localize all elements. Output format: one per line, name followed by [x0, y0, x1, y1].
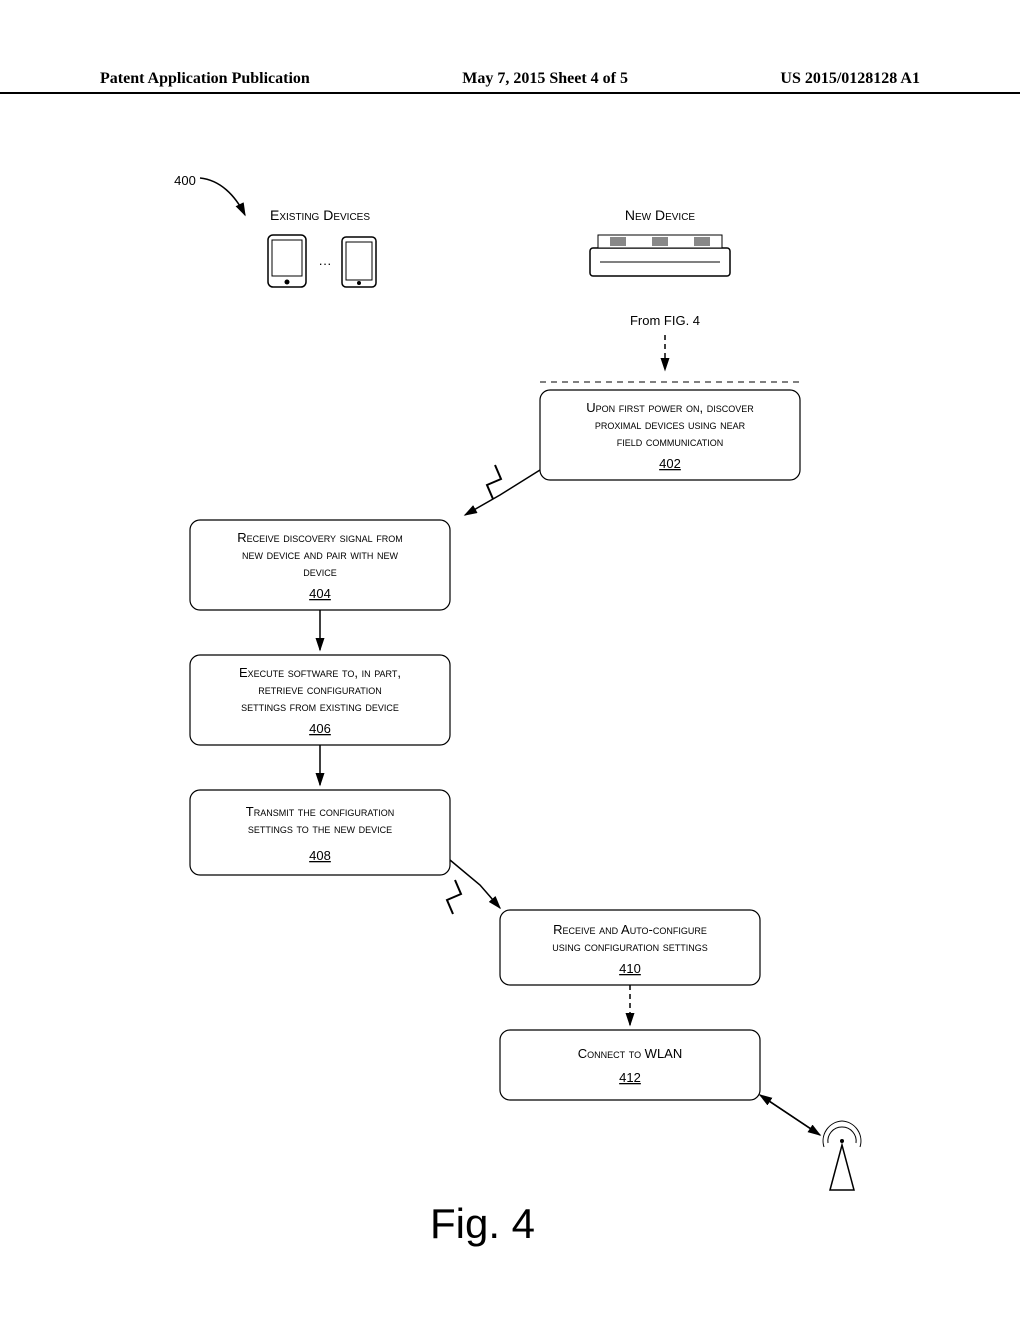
ref-arrow: [200, 178, 245, 215]
svg-text:···: ···: [319, 256, 332, 271]
svg-text:402: 402: [659, 456, 681, 471]
svg-text:Connect to WLAN: Connect to WLAN: [578, 1046, 683, 1061]
svg-text:field communication: field communication: [617, 434, 723, 449]
svg-text:408: 408: [309, 848, 331, 863]
svg-text:settings from existing device: settings from existing device: [241, 699, 399, 714]
arrow-412-wlan: [760, 1095, 820, 1135]
from-fig-label: From FIG. 4: [630, 313, 700, 328]
svg-text:410: 410: [619, 961, 641, 976]
node-412: Connect to WLAN 412: [500, 1030, 760, 1100]
svg-text:412: 412: [619, 1070, 641, 1085]
svg-text:proximal devices using near: proximal devices using near: [595, 417, 746, 432]
svg-text:404: 404: [309, 586, 331, 601]
existing-devices-icon: ···: [268, 235, 376, 287]
wireless-408-410: [447, 860, 500, 914]
figure-label: Fig. 4: [430, 1200, 535, 1248]
ref-400: 400: [174, 173, 196, 188]
node-404: Receive discovery signal from new device…: [190, 520, 450, 610]
svg-text:settings to the new device: settings to the new device: [248, 821, 392, 836]
svg-text:retrieve configuration: retrieve configuration: [258, 682, 381, 697]
flowchart-diagram: 400 Existing Devices New Device ··· From…: [0, 100, 1020, 1280]
svg-text:Receive and Auto-configure: Receive and Auto-configure: [553, 922, 707, 937]
svg-text:using configuration settings: using configuration settings: [552, 939, 708, 954]
page-header: Patent Application Publication May 7, 20…: [0, 70, 1020, 94]
svg-text:device: device: [303, 564, 337, 579]
svg-text:Receive discovery signal from: Receive discovery signal from: [237, 530, 403, 545]
existing-devices-label: Existing Devices: [270, 207, 370, 223]
svg-text:new device and pair with new: new device and pair with new: [242, 547, 398, 562]
header-mid: May 7, 2015 Sheet 4 of 5: [462, 70, 628, 88]
node-406: Execute software to, in part, retrieve c…: [190, 655, 450, 745]
node-410: Receive and Auto-configure using configu…: [500, 910, 760, 985]
new-device-icon: [590, 235, 730, 276]
svg-text:Upon first power on, discover: Upon first power on, discover: [586, 400, 754, 415]
node-402: Upon first power on, discover proximal d…: [540, 390, 800, 480]
antenna-icon: [823, 1121, 861, 1190]
node-408: Transmit the configuration settings to t…: [190, 790, 450, 875]
header-right: US 2015/0128128 A1: [780, 70, 920, 88]
svg-text:Transmit the configuration: Transmit the configuration: [246, 804, 395, 819]
new-device-label: New Device: [625, 207, 696, 223]
wireless-402-404: [465, 465, 540, 515]
header-left: Patent Application Publication: [100, 70, 310, 88]
svg-text:406: 406: [309, 721, 331, 736]
svg-text:Execute software to, in part,: Execute software to, in part,: [239, 665, 401, 680]
